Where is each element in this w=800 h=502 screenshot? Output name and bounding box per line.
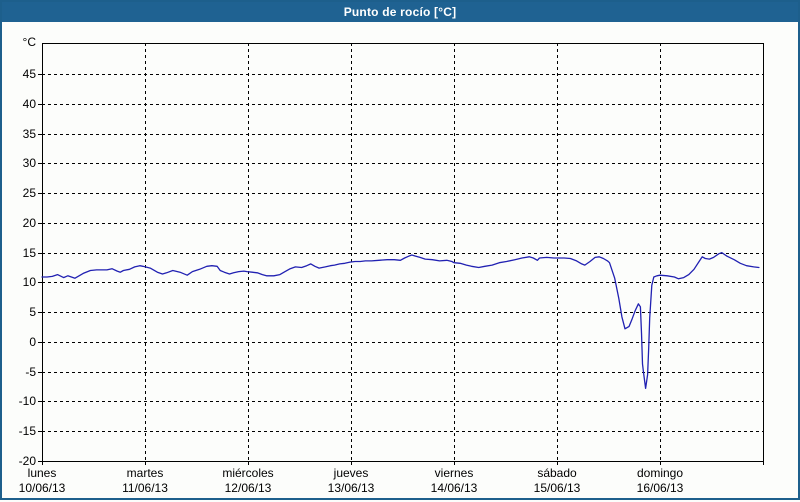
- x-day-date: 15/06/13: [533, 481, 581, 495]
- y-tick-label: 45: [22, 66, 36, 81]
- x-day-label: domingo 16/06/13: [637, 466, 684, 496]
- x-day-name: jueves: [333, 466, 369, 480]
- y-tick-label: 10: [22, 275, 36, 290]
- x-day-label: viernes 14/06/13: [431, 466, 478, 496]
- y-tick-label: 15: [22, 245, 36, 260]
- x-day-name: martes: [126, 466, 164, 480]
- x-day-name: miércoles: [222, 466, 274, 480]
- x-day-date: 13/06/13: [327, 481, 375, 495]
- x-day-name: sábado: [537, 466, 577, 480]
- x-day-name: domingo: [636, 466, 684, 480]
- y-tick-label: -10: [18, 394, 36, 409]
- x-day-label: sábado 15/06/13: [534, 466, 581, 496]
- x-day-name: viernes: [434, 466, 474, 480]
- y-axis-unit: °C: [22, 35, 36, 49]
- chart-title: Punto de rocío [°C]: [343, 5, 457, 19]
- y-tick-label: -15: [18, 424, 36, 439]
- y-tick-label: 5: [29, 305, 36, 320]
- y-tick-label: 20: [22, 215, 36, 230]
- y-tick-label: 40: [22, 96, 36, 111]
- x-day-label: lunes 10/06/13: [19, 466, 66, 496]
- x-day-label: jueves 13/06/13: [328, 466, 375, 496]
- y-tick-label: 0: [29, 334, 36, 349]
- y-tick-label: 35: [22, 126, 36, 141]
- x-day-name: lunes: [27, 466, 57, 480]
- plot-border: [42, 43, 764, 462]
- series-line: [41, 251, 760, 390]
- x-day-date: 12/06/13: [224, 481, 272, 495]
- x-day-date: 14/06/13: [430, 481, 478, 495]
- y-tick-label: -20: [18, 454, 36, 468]
- title-bar: Punto de rocío [°C]: [2, 2, 798, 22]
- y-tick-label: -5: [25, 364, 36, 379]
- x-day-date: 10/06/13: [18, 481, 66, 495]
- y-tick-label: 30: [22, 156, 36, 171]
- x-day-date: 11/06/13: [122, 481, 168, 495]
- x-day-label: miércoles 12/06/13: [222, 466, 273, 496]
- x-day-date: 16/06/13: [636, 481, 684, 495]
- y-tick-label: 25: [22, 186, 36, 201]
- x-day-label: martes 11/06/13: [122, 466, 168, 496]
